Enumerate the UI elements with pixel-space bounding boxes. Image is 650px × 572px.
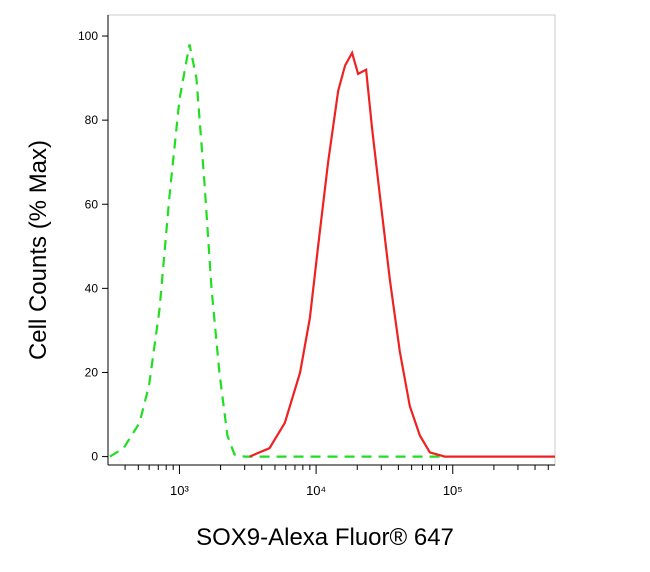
x-tick-label: 10⁵ bbox=[443, 483, 463, 498]
y-tick-label: 60 bbox=[85, 197, 99, 211]
series-line bbox=[109, 44, 447, 458]
y-tick-label: 20 bbox=[85, 365, 99, 379]
y-tick-label: 80 bbox=[85, 113, 99, 127]
y-tick-label: 40 bbox=[85, 281, 99, 295]
y-tick-label: 0 bbox=[91, 450, 98, 464]
y-axis-label: Cell Counts (% Max) bbox=[25, 140, 52, 360]
x-tick-label: 10⁴ bbox=[306, 483, 326, 498]
y-tick-label: 100 bbox=[78, 29, 98, 43]
plot-frame bbox=[107, 14, 556, 466]
x-tick-label: 10³ bbox=[170, 483, 189, 498]
series-line bbox=[249, 50, 555, 458]
x-axis-label: SOX9-Alexa Fluor® 647 bbox=[196, 524, 454, 551]
